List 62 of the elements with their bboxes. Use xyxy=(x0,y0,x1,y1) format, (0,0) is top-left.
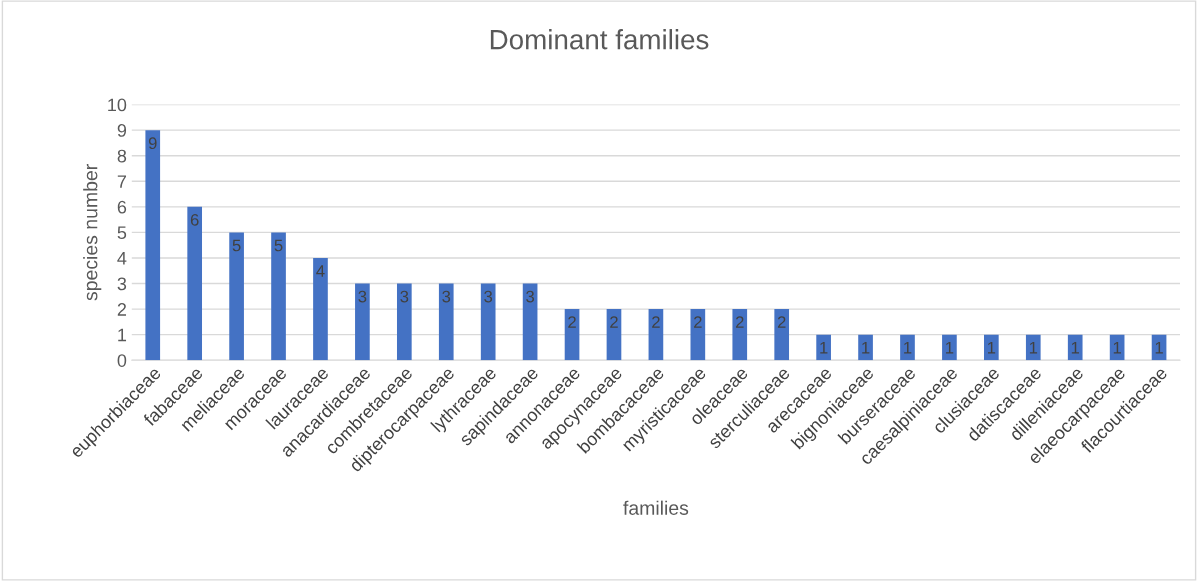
bar xyxy=(187,206,203,361)
bar xyxy=(229,232,244,361)
bar xyxy=(1067,334,1083,361)
bar xyxy=(145,130,161,361)
chart-title: Dominant families xyxy=(490,29,709,50)
bar xyxy=(271,232,286,361)
data-label: 2 xyxy=(652,316,660,328)
y-tick-label: 10 xyxy=(108,98,127,112)
y-tick-label: 2 xyxy=(117,303,127,316)
y-tick-label: 9 xyxy=(117,124,127,137)
bar xyxy=(774,309,790,361)
y-tick-label: 4 xyxy=(117,252,127,265)
bar xyxy=(564,309,580,361)
y-tick-label: 3 xyxy=(117,277,127,291)
data-label: 3 xyxy=(484,290,493,303)
data-label: 2 xyxy=(735,316,744,328)
bar xyxy=(1025,334,1041,361)
bar xyxy=(816,334,831,361)
bar xyxy=(984,334,999,361)
data-label: 3 xyxy=(526,290,535,303)
bar xyxy=(690,309,706,361)
data-label: 2 xyxy=(777,316,786,328)
data-label: 9 xyxy=(148,137,157,150)
bar xyxy=(480,283,496,361)
data-label: 1 xyxy=(1155,341,1163,354)
y-tick-label: 1 xyxy=(118,328,127,342)
data-label: 3 xyxy=(358,290,367,303)
y-tick-label: 5 xyxy=(117,226,127,240)
y-tick-label: 0 xyxy=(117,354,127,367)
bar xyxy=(858,334,873,361)
data-label: 3 xyxy=(400,290,409,303)
bar xyxy=(648,309,664,361)
data-label: 2 xyxy=(568,316,576,328)
data-label: 4 xyxy=(316,265,325,277)
data-label: 1 xyxy=(1071,341,1080,354)
bar xyxy=(396,283,412,361)
data-label: 1 xyxy=(1113,341,1121,354)
data-label: 1 xyxy=(946,341,954,354)
bar xyxy=(606,309,622,361)
data-label: 1 xyxy=(820,341,828,354)
bar xyxy=(522,283,538,361)
x-axis-title: families xyxy=(623,500,689,515)
data-label: 5 xyxy=(274,239,283,252)
data-label: 6 xyxy=(190,213,199,226)
bar xyxy=(942,334,957,361)
bar xyxy=(355,283,370,361)
bar xyxy=(438,283,454,361)
data-label: 1 xyxy=(862,341,870,354)
bar xyxy=(732,309,748,361)
data-label: 2 xyxy=(694,316,702,328)
data-label: 5 xyxy=(232,239,241,252)
data-label: 3 xyxy=(442,290,451,303)
y-axis-title: species number xyxy=(83,164,102,301)
bar xyxy=(313,257,328,361)
y-tick-label: 7 xyxy=(117,175,127,188)
data-label: 1 xyxy=(987,341,996,354)
y-tick-label: 6 xyxy=(117,200,127,214)
data-label: 2 xyxy=(610,316,618,328)
data-label: 1 xyxy=(904,341,912,354)
y-tick-label: 8 xyxy=(117,149,127,163)
data-label: 1 xyxy=(1029,341,1038,354)
bar xyxy=(900,334,915,361)
